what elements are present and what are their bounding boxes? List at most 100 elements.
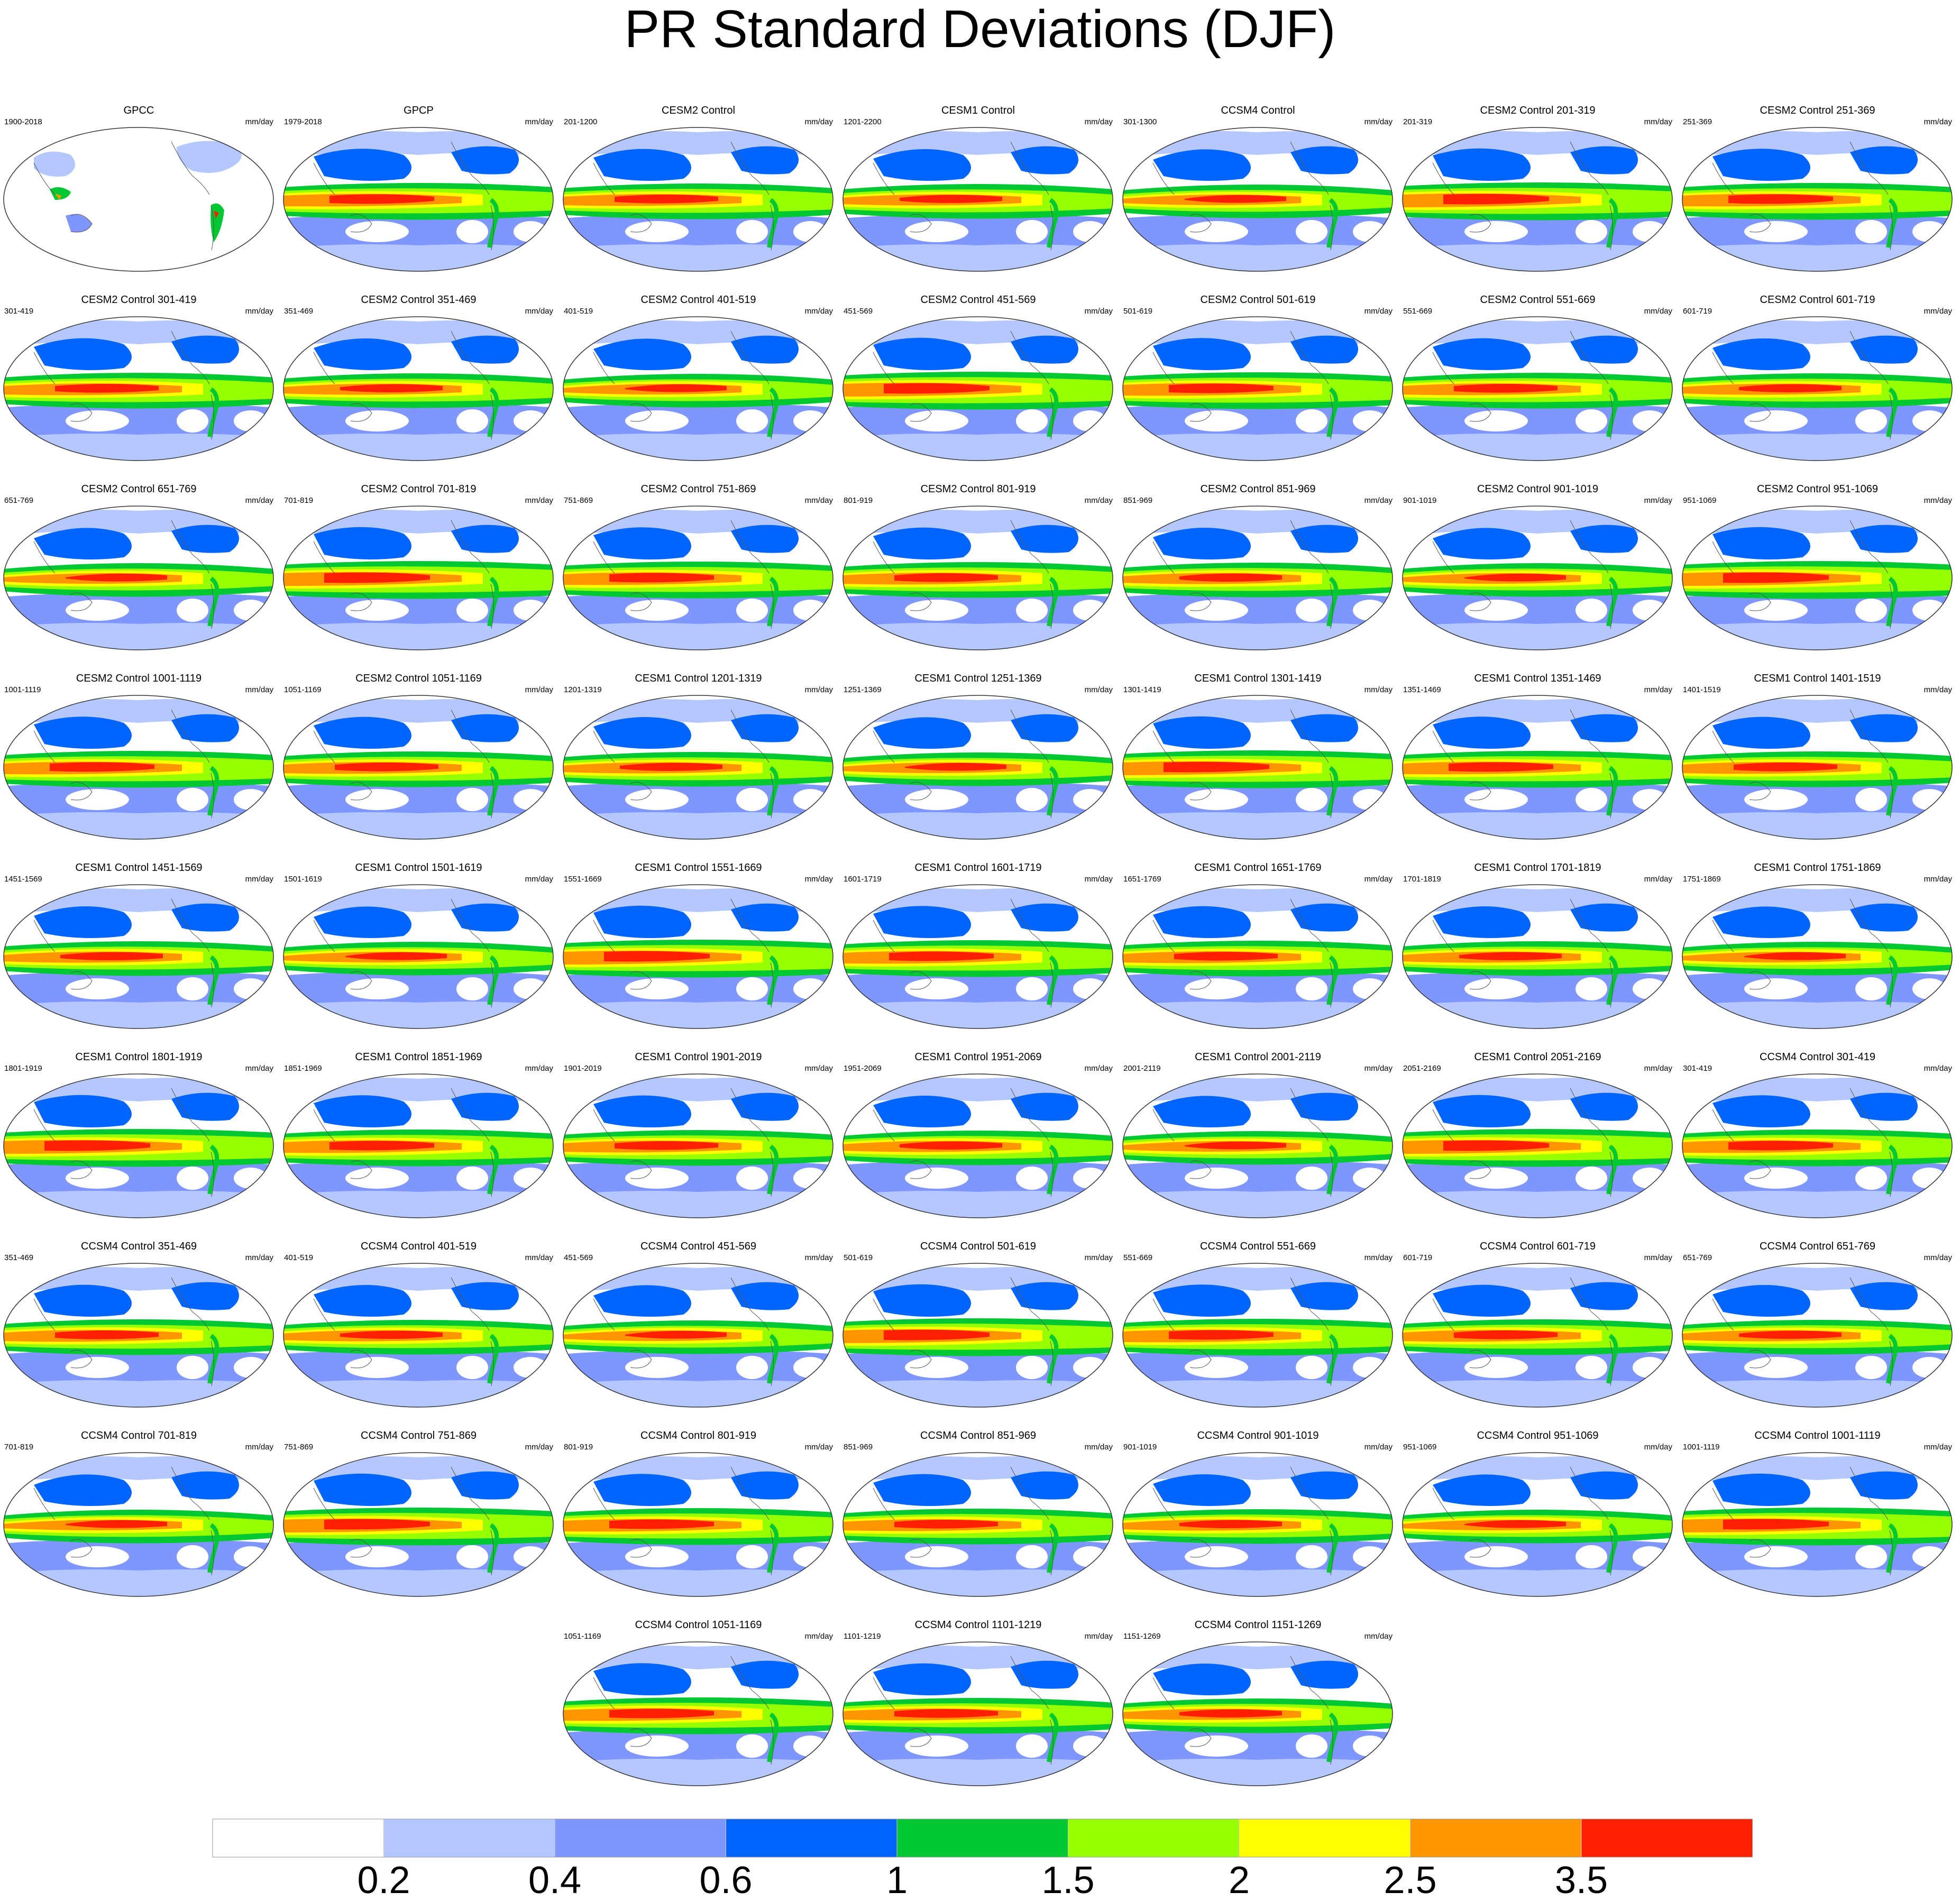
panel-title: CESM1 Control — [941, 105, 1015, 116]
panel-years: 1001-1119 — [1683, 1443, 1720, 1452]
panel-years: 351-469 — [284, 307, 314, 316]
map-border — [563, 1641, 834, 1786]
panel-years: 551-669 — [1403, 307, 1433, 316]
storm-track-atlantic — [1850, 146, 1918, 175]
sh-band — [1403, 1188, 1672, 1218]
dry-zone — [905, 1735, 968, 1757]
dry-zone — [1576, 409, 1607, 433]
map-plot — [842, 884, 1113, 1029]
map-panel: CESM2 Control 501-619 501-619 mm/day — [1119, 290, 1397, 464]
panel-title: CCSM4 Control 1001-1119 — [1754, 1430, 1881, 1441]
map-border — [3, 1263, 274, 1408]
storm-track-pacific — [1153, 906, 1251, 938]
map-border — [842, 1452, 1113, 1597]
sh-band — [843, 1567, 1113, 1596]
storm-track-atlantic — [171, 335, 239, 364]
dry-zone — [905, 1546, 968, 1567]
dry-zone — [1855, 788, 1887, 811]
storm-track-atlantic — [731, 714, 799, 742]
storm-track-pacific — [1153, 1096, 1251, 1127]
andes-band — [767, 1334, 779, 1384]
panel-grid: GPCC 1900-2018 mm/day GPCP 1979-2018 mm/day CE… — [0, 100, 1956, 1786]
tropical-red-core — [1728, 1141, 1833, 1151]
map-panel: CESM1 Control 1601-1719 1601-1719 mm/day — [839, 858, 1117, 1032]
colorbar-tick-label: 2.5 — [1384, 1859, 1436, 1901]
panel-units: mm/day — [804, 496, 833, 505]
andes-band — [767, 1523, 779, 1573]
tropical-red-core — [1723, 572, 1829, 583]
map-border — [1122, 316, 1393, 461]
map-border — [563, 316, 834, 461]
andes-band — [1606, 1523, 1618, 1573]
dry-zone — [1744, 1546, 1808, 1567]
panel-years: 1401-1519 — [1683, 685, 1721, 694]
coastlines — [1152, 1466, 1333, 1576]
map-panel: CESM2 Control 251-369 251-369 mm/day — [1679, 100, 1956, 275]
panel-title: CCSM4 Control 701-819 — [81, 1430, 197, 1441]
dry-zone — [905, 1357, 968, 1378]
panel-title: CESM2 Control 301-419 — [81, 294, 197, 306]
panel-title: CCSM4 Control 851-969 — [920, 1430, 1036, 1441]
andes-band — [1606, 576, 1618, 627]
andes-band — [207, 955, 219, 1005]
storm-track-atlantic — [1290, 1660, 1358, 1689]
tropical-red-core — [1464, 573, 1566, 582]
panel-years: 401-519 — [284, 1253, 314, 1262]
map-plot — [1682, 127, 1953, 272]
coastlines — [1152, 1656, 1333, 1765]
andes-band — [487, 576, 499, 627]
sh-band — [283, 620, 553, 650]
panel-title: CESM1 Control 1551-1669 — [635, 862, 762, 874]
dry-zone — [1185, 1357, 1248, 1378]
tropical-red-core — [60, 952, 163, 960]
coastlines — [1152, 330, 1333, 440]
dry-zone — [456, 788, 488, 811]
storm-track-atlantic — [731, 1282, 799, 1310]
tropical-red-core — [1169, 1330, 1274, 1340]
dry-zone — [345, 1168, 409, 1189]
map-border — [1122, 506, 1393, 650]
map-panel: CESM2 Control 701-819 701-819 mm/day — [280, 479, 557, 654]
sh-band — [843, 242, 1113, 271]
dry-zone — [1464, 221, 1528, 242]
coastlines — [313, 898, 494, 1008]
coastlines — [313, 520, 494, 629]
dry-zone — [1296, 977, 1327, 1000]
storm-track-atlantic — [1850, 903, 1918, 932]
storm-track-atlantic — [451, 903, 519, 932]
land-patch — [50, 187, 71, 200]
sh-band — [1403, 810, 1672, 839]
storm-track-pacific — [873, 906, 971, 938]
andes-band — [767, 1144, 779, 1195]
sh-midlat-band — [563, 1729, 833, 1763]
map-panel: CESM2 Control 451-569 451-569 mm/day — [839, 290, 1117, 464]
sh-band — [843, 999, 1113, 1028]
andes-band — [1606, 955, 1618, 1005]
panel-units: mm/day — [525, 1253, 553, 1262]
sh-midlat-band — [4, 783, 273, 816]
andes-band — [207, 576, 219, 627]
storm-track-atlantic — [1570, 525, 1638, 553]
map-border — [1402, 884, 1673, 1029]
coastlines — [873, 520, 1054, 629]
panel-years: 901-1019 — [1123, 1443, 1157, 1452]
dry-zone — [1464, 789, 1528, 810]
tropical-red-core — [1459, 952, 1562, 960]
tropical-red-core — [345, 952, 447, 960]
panel-units: mm/day — [1924, 1443, 1952, 1452]
sh-midlat-band — [843, 404, 1113, 438]
map-panel: CESM2 Control 301-419 301-419 mm/day — [0, 290, 278, 464]
sh-band — [283, 999, 553, 1028]
storm-track-pacific — [1712, 1095, 1810, 1127]
map-plot — [1402, 506, 1673, 650]
dry-zone — [1016, 409, 1048, 433]
sh-midlat-band — [563, 972, 833, 1006]
tropical-red-core — [905, 763, 1006, 771]
panel-units: mm/day — [1644, 117, 1672, 126]
map-border — [842, 316, 1113, 461]
map-border — [1682, 127, 1953, 272]
panel-title: CESM2 Control 901-1019 — [1477, 483, 1598, 495]
coastlines — [593, 1088, 774, 1197]
andes-band — [1047, 198, 1059, 248]
sh-midlat-band — [1123, 215, 1393, 249]
